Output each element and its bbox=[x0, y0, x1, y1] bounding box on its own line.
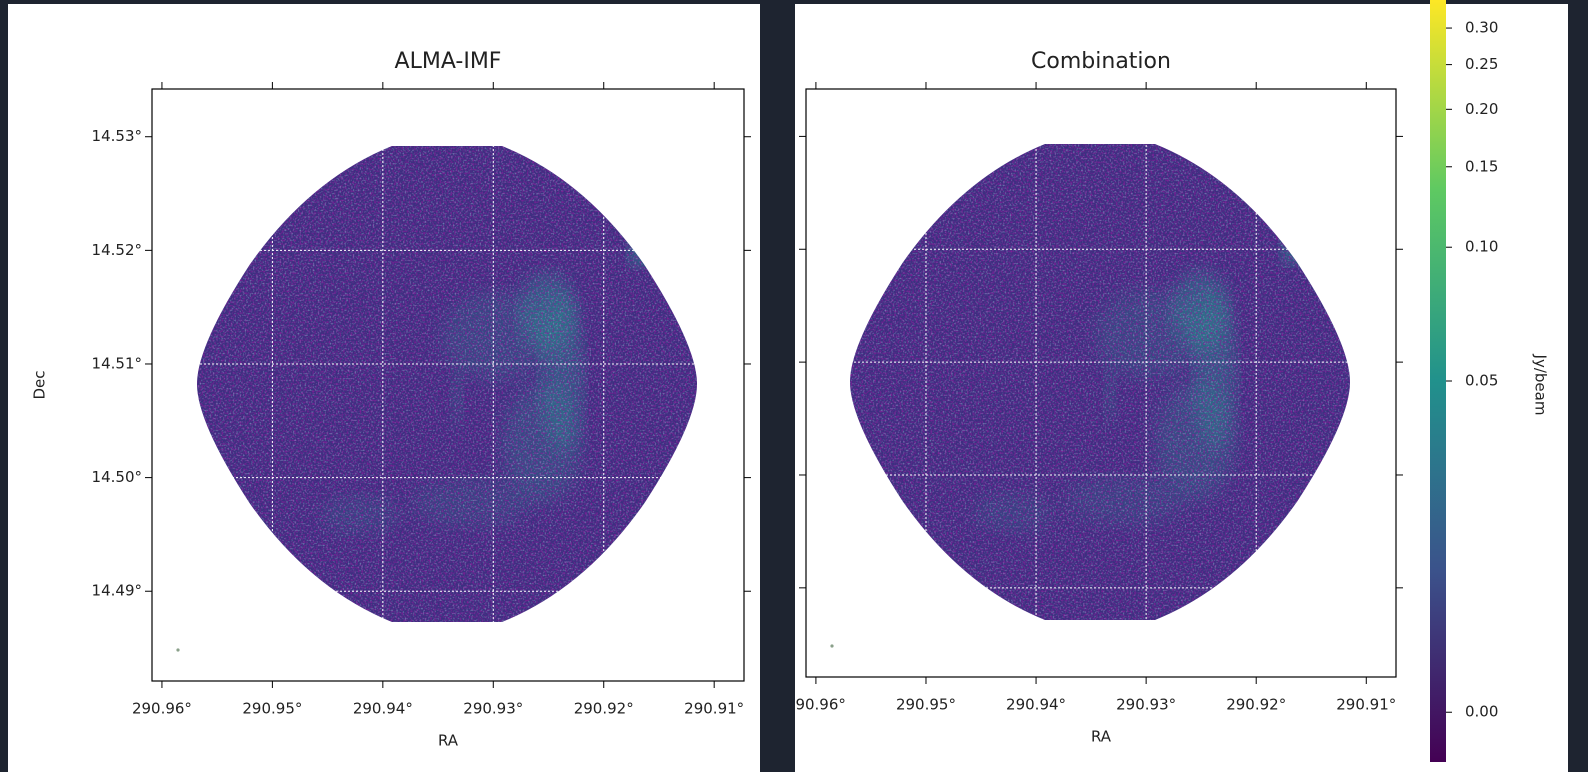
x-tick-label: 290.96° bbox=[786, 696, 846, 714]
x-tick-label: 290.91° bbox=[684, 700, 744, 718]
x-tick-label: 290.91° bbox=[1336, 696, 1396, 714]
colorbar-label: Jy/beam bbox=[1532, 354, 1550, 416]
x-axis-label: RA bbox=[1091, 728, 1112, 746]
colorbar-tick-label: 0.30 bbox=[1465, 19, 1498, 37]
colorbar-tick-label: 0.15 bbox=[1465, 157, 1498, 175]
y-tick-label: 14.52° bbox=[92, 241, 142, 259]
colorbar-tick-label: 0.05 bbox=[1465, 371, 1498, 389]
x-tick-label: 290.95° bbox=[896, 696, 956, 714]
x-tick-label: 290.95° bbox=[242, 700, 302, 718]
x-tick-label: 290.94° bbox=[1006, 696, 1066, 714]
x-tick-label: 290.96° bbox=[132, 700, 192, 718]
x-tick-label: 290.94° bbox=[353, 700, 413, 718]
y-tick-label: 14.51° bbox=[92, 354, 142, 372]
x-tick-label: 290.92° bbox=[1226, 696, 1286, 714]
colorbar-tick-label: 0.20 bbox=[1465, 100, 1498, 118]
y-tick-label: 14.49° bbox=[92, 582, 142, 600]
beam bbox=[830, 644, 833, 647]
y-tick-label: 14.53° bbox=[92, 127, 142, 145]
chart-title: ALMA-IMF bbox=[395, 49, 502, 74]
colorbar-tick-label: 0.00 bbox=[1465, 703, 1498, 721]
x-tick-label: 290.93° bbox=[463, 700, 523, 718]
x-tick-label: 290.92° bbox=[574, 700, 634, 718]
y-axis-label: Dec bbox=[31, 370, 49, 399]
x-tick-label: 290.93° bbox=[1116, 696, 1176, 714]
x-axis-label: RA bbox=[438, 732, 459, 750]
colorbar-fill bbox=[1430, 0, 1446, 762]
colorbar-tick-label: 0.10 bbox=[1465, 238, 1498, 256]
beam bbox=[176, 648, 179, 651]
y-tick-label: 14.50° bbox=[92, 468, 142, 486]
chart-title: Combination bbox=[1031, 49, 1171, 74]
colorbar-tick-label: 0.25 bbox=[1465, 55, 1498, 73]
figure: 290.96° 290.95° 290.94° 290.93° 290.92° 290.9… bbox=[0, 0, 1588, 772]
